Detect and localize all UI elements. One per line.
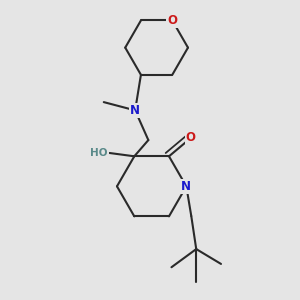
Text: HO: HO — [90, 148, 108, 158]
Text: N: N — [130, 104, 140, 117]
Text: O: O — [186, 131, 196, 144]
Text: N: N — [181, 180, 191, 193]
Text: O: O — [167, 14, 177, 27]
